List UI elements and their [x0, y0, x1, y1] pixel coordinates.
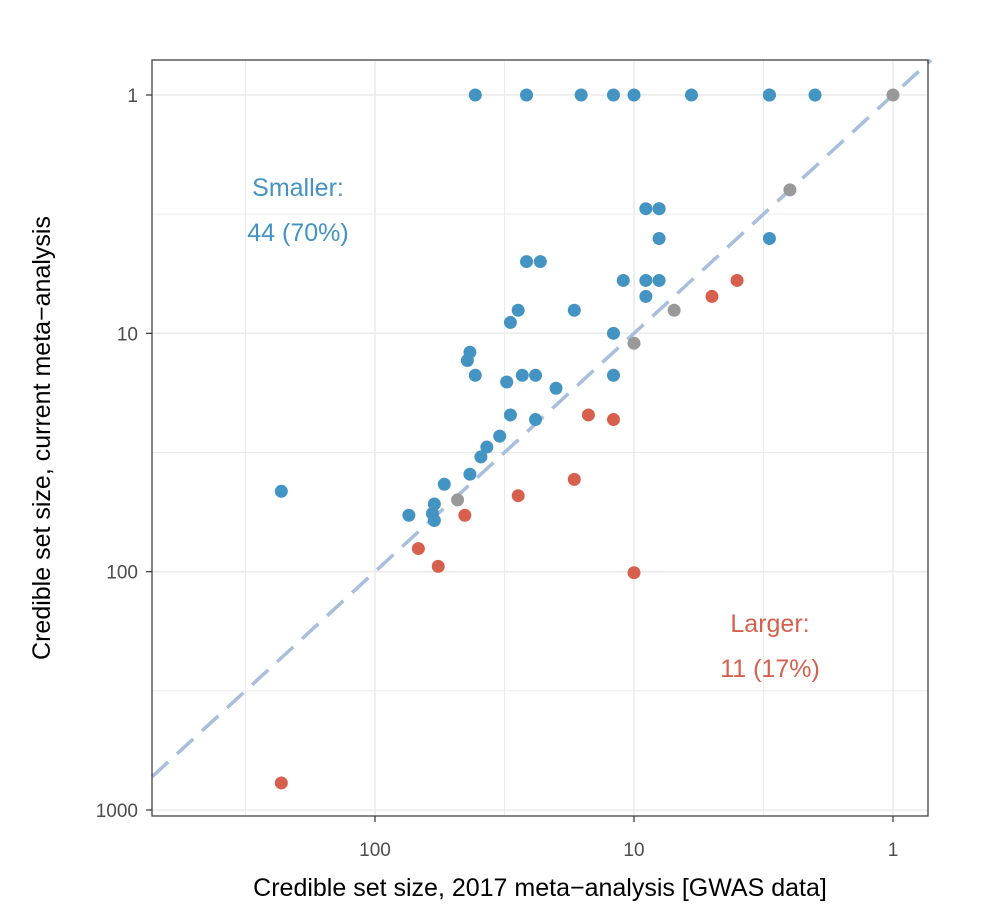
- smaller-point: [762, 231, 776, 245]
- smaller-point: [549, 381, 563, 395]
- smaller-point: [606, 368, 620, 382]
- smaller-point: [511, 303, 525, 317]
- axes: 100 10 1 1 10 100 1000: [96, 86, 899, 861]
- smaller-point: [652, 231, 666, 245]
- larger-point: [581, 408, 595, 422]
- smaller-point: [606, 88, 620, 102]
- smaller-point: [808, 88, 822, 102]
- larger-point: [511, 489, 525, 503]
- smaller-point: [533, 255, 547, 269]
- y-tick-label: 1000: [96, 801, 138, 822]
- smaller-point: [627, 88, 641, 102]
- smaller-point: [437, 477, 451, 491]
- annotation-smaller-line1: Smaller:: [252, 174, 344, 202]
- smaller-point: [503, 315, 517, 329]
- same-point: [627, 336, 641, 350]
- larger-point: [567, 472, 581, 486]
- smaller-point: [468, 88, 482, 102]
- larger-point: [274, 776, 288, 790]
- larger-point: [705, 289, 719, 303]
- smaller-point: [500, 375, 514, 389]
- smaller-point: [606, 326, 620, 340]
- smaller-point: [515, 368, 529, 382]
- x-tick-label: 100: [359, 840, 391, 861]
- smaller-point: [529, 413, 543, 427]
- smaller-point: [474, 450, 488, 464]
- larger-point: [606, 413, 620, 427]
- smaller-point: [567, 303, 581, 317]
- larger-point: [627, 566, 641, 580]
- smaller-point: [520, 88, 534, 102]
- larger-point: [730, 273, 744, 287]
- y-axis-title: Credible set size, current meta−analysis: [28, 216, 56, 660]
- smaller-point: [639, 289, 653, 303]
- same-point: [783, 183, 797, 197]
- smaller-point: [427, 514, 441, 528]
- same-point: [667, 303, 681, 317]
- x-tick-label: 1: [888, 840, 899, 861]
- smaller-point: [463, 467, 477, 481]
- smaller-point: [762, 88, 776, 102]
- panel-background: [152, 60, 928, 816]
- larger-point: [458, 508, 472, 522]
- larger-point: [431, 559, 445, 573]
- y-tick-label: 10: [117, 324, 138, 345]
- smaller-point: [529, 368, 543, 382]
- annotation-larger-line1: Larger:: [730, 610, 809, 638]
- y-tick-label: 1: [127, 86, 138, 107]
- smaller-point: [503, 408, 517, 422]
- smaller-point: [652, 273, 666, 287]
- same-point: [886, 88, 900, 102]
- smaller-point: [652, 202, 666, 216]
- x-axis-title: Credible set size, 2017 meta−analysis [G…: [253, 874, 827, 902]
- annotation-smaller-line2: 44 (70%): [247, 219, 348, 247]
- same-point: [451, 493, 465, 507]
- smaller-point: [639, 202, 653, 216]
- smaller-point: [468, 368, 482, 382]
- annotation-larger-line2: 11 (17%): [720, 655, 820, 683]
- data-points: [274, 88, 900, 790]
- smaller-point: [574, 88, 588, 102]
- larger-point: [411, 542, 425, 556]
- smaller-point: [684, 88, 698, 102]
- smaller-point: [493, 429, 507, 443]
- smaller-point: [520, 255, 534, 269]
- y-tick-label: 100: [106, 563, 138, 584]
- x-tick-label: 10: [623, 840, 644, 861]
- smaller-point: [480, 440, 494, 454]
- smaller-point: [639, 273, 653, 287]
- smaller-point: [616, 273, 630, 287]
- smaller-point: [460, 353, 474, 367]
- smaller-point: [274, 484, 288, 498]
- smaller-point: [402, 508, 416, 522]
- panel-border: [151, 59, 929, 817]
